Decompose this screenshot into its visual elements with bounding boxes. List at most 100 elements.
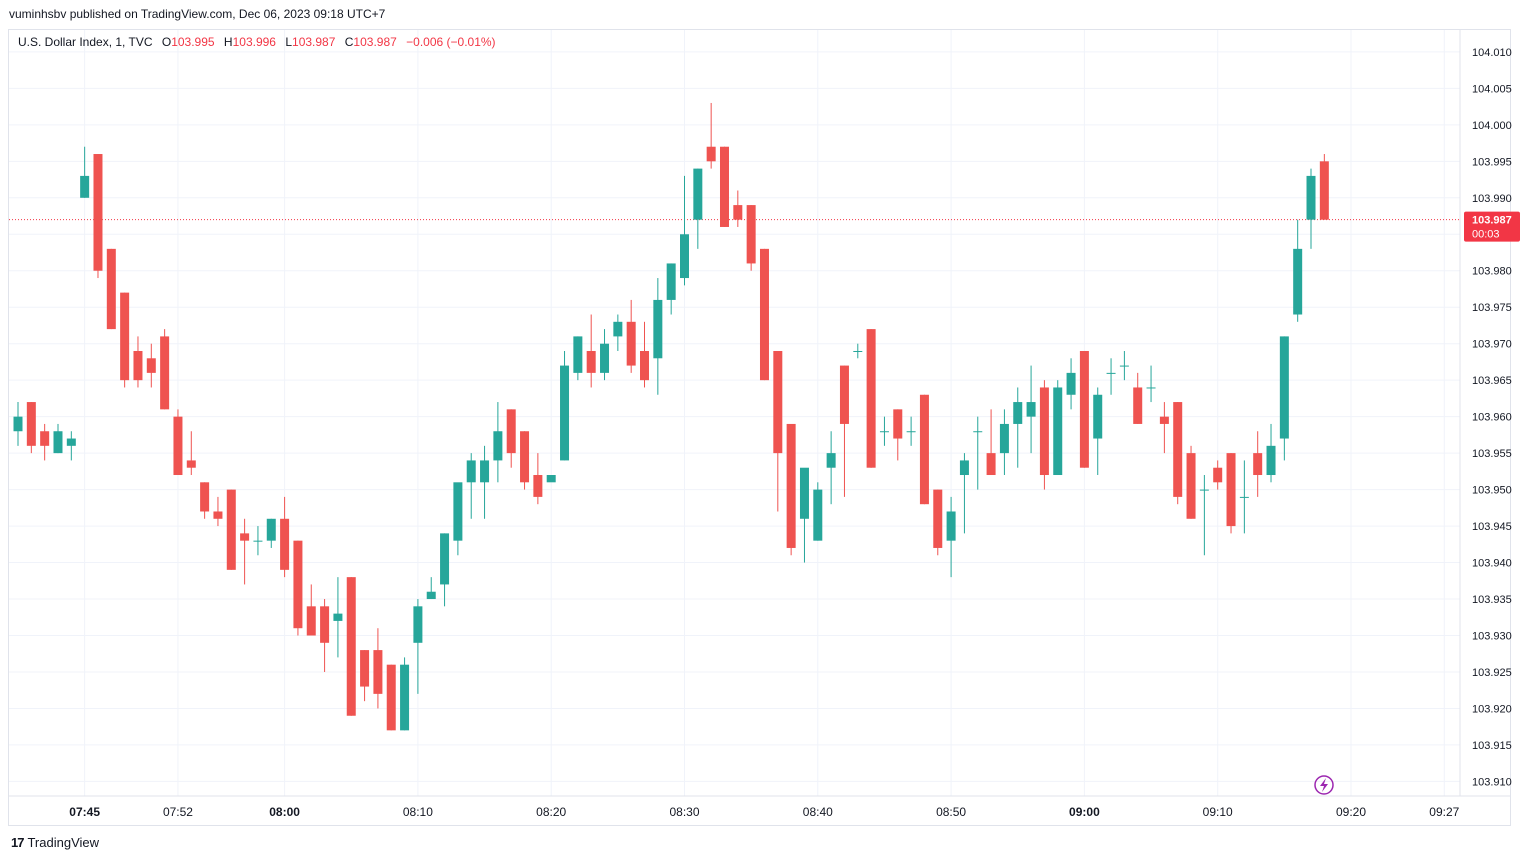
candle-body — [546, 475, 556, 483]
candle-body — [160, 336, 170, 410]
candle — [186, 431, 196, 476]
candle-body — [706, 146, 716, 162]
candle-body — [1319, 161, 1329, 220]
candle-body — [919, 394, 929, 505]
candle — [66, 431, 76, 461]
candle — [1173, 402, 1183, 505]
price-tick-label: 103.990 — [1472, 193, 1512, 205]
candle — [799, 467, 809, 563]
candle-body — [560, 365, 570, 461]
candle-body — [440, 533, 450, 585]
candle — [440, 533, 450, 607]
candle-body — [786, 423, 796, 548]
candle-body — [719, 146, 729, 227]
tradingview-logo[interactable]: 17 TradingView — [11, 835, 99, 850]
candle — [1279, 336, 1289, 461]
candle — [346, 577, 356, 716]
candle-body — [586, 350, 596, 373]
candle-body — [53, 431, 63, 454]
candle — [213, 496, 223, 527]
candle — [360, 650, 370, 702]
candle-body — [906, 431, 916, 433]
candle-body — [1013, 402, 1023, 424]
candle — [133, 336, 143, 388]
candle — [53, 423, 63, 454]
candle-body — [1026, 402, 1036, 417]
candle — [40, 423, 50, 461]
chart-frame — [8, 29, 1511, 826]
candle — [293, 540, 303, 636]
candle-body — [333, 613, 343, 621]
candle — [160, 329, 170, 410]
candle-body — [266, 518, 276, 541]
candle — [813, 482, 823, 541]
tradingview-brand: TradingView — [27, 835, 100, 850]
candle — [13, 402, 23, 446]
candle-body — [1079, 350, 1089, 468]
candle-body — [80, 175, 90, 198]
candle-body — [1119, 365, 1129, 367]
low-label: L — [285, 35, 293, 49]
candle — [640, 321, 650, 388]
candle-body — [506, 409, 516, 454]
candle-body — [480, 460, 490, 483]
candle — [759, 248, 769, 381]
candle-body — [360, 650, 370, 687]
time-tick-label: 09:00 — [1069, 805, 1100, 819]
candle-body — [40, 431, 50, 446]
price-tick-label: 103.975 — [1472, 302, 1512, 314]
candle — [533, 453, 543, 505]
candle — [986, 409, 996, 476]
candle-body — [1266, 445, 1276, 476]
candle — [1239, 460, 1249, 534]
candle-body — [293, 540, 303, 629]
candle — [1146, 365, 1156, 403]
candle — [386, 664, 396, 731]
candle — [666, 263, 676, 315]
candle — [1013, 387, 1023, 468]
candle — [506, 409, 516, 468]
candle — [893, 409, 903, 461]
candle — [1226, 453, 1236, 534]
symbol-name[interactable]: U.S. Dollar Index, 1, TVC — [18, 35, 153, 49]
candle-body — [533, 475, 543, 497]
candle — [853, 343, 863, 359]
candle — [919, 394, 929, 505]
candle-body — [1199, 489, 1209, 491]
candle-body — [1306, 175, 1316, 220]
candle — [373, 628, 383, 709]
candle-body — [1239, 496, 1249, 498]
lightning-icon[interactable] — [1314, 775, 1334, 795]
candle-body — [693, 168, 703, 220]
candle-body — [306, 606, 316, 636]
time-tick-label: 08:20 — [536, 805, 566, 819]
candle-body — [773, 350, 783, 454]
price-tick-label: 103.910 — [1472, 776, 1512, 788]
candle-body — [13, 416, 23, 432]
candle-body — [120, 292, 130, 381]
candle — [1133, 372, 1143, 424]
candle-body — [240, 533, 250, 541]
candle — [426, 577, 436, 600]
candle-body — [1213, 467, 1223, 483]
candle — [879, 416, 889, 446]
candle-body — [26, 402, 36, 446]
price-tick-label: 103.935 — [1472, 594, 1512, 606]
candle — [959, 453, 969, 534]
low-value: 103.987 — [292, 35, 336, 49]
candle-body — [453, 482, 463, 541]
candle — [333, 577, 343, 658]
candle-body — [1093, 394, 1103, 439]
candle-body — [173, 416, 183, 476]
candle-body — [1293, 248, 1303, 315]
candle — [613, 314, 623, 351]
candle — [173, 409, 183, 476]
candle — [146, 343, 156, 388]
candle — [1253, 431, 1263, 497]
change-value: −0.006 (−0.01%) — [406, 35, 496, 49]
candle-body — [946, 511, 956, 541]
grid — [9, 30, 1460, 796]
candle-body — [200, 482, 210, 512]
price-tick-label: 103.920 — [1472, 703, 1512, 715]
